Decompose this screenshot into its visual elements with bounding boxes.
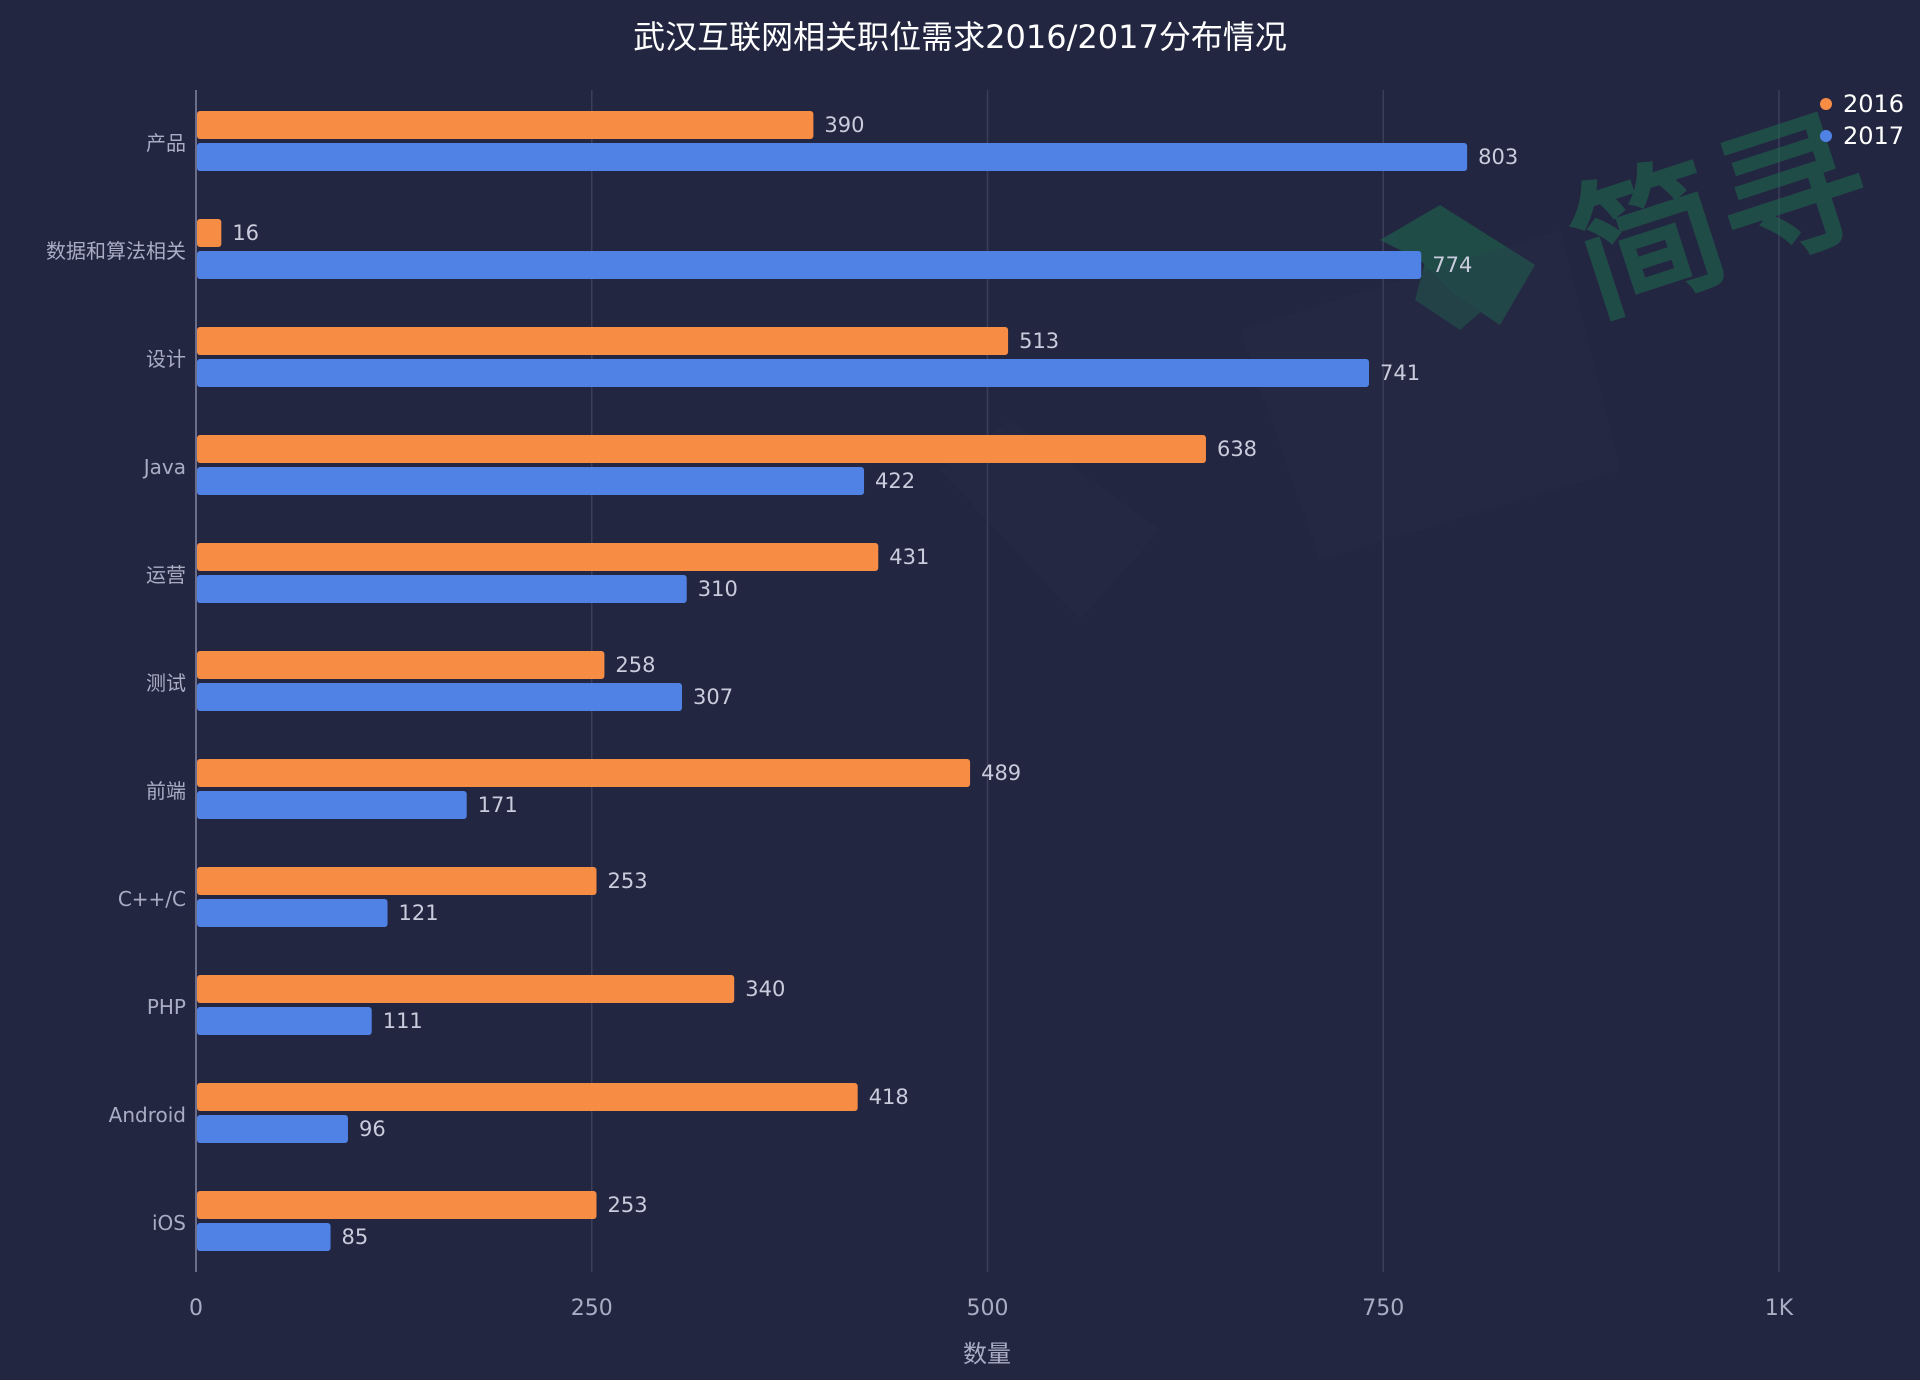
category-label: 测试 — [146, 671, 186, 695]
bar-2017 — [197, 1115, 348, 1143]
category-label: C++/C — [118, 887, 186, 911]
bar-2016 — [197, 111, 814, 139]
bar-2017 — [197, 1223, 331, 1251]
data-label: 258 — [615, 653, 655, 677]
data-label: 253 — [607, 869, 647, 893]
data-label: 638 — [1217, 437, 1257, 461]
data-label: 422 — [875, 469, 915, 493]
bar-2017 — [197, 1007, 372, 1035]
category-label: 数据和算法相关 — [46, 239, 186, 263]
bar-2016 — [197, 651, 605, 679]
data-label: 513 — [1019, 329, 1059, 353]
watermark-ghost — [940, 230, 1620, 620]
bar-2017 — [197, 575, 687, 603]
x-tick-label: 500 — [967, 1296, 1009, 1321]
bar-2016 — [197, 867, 597, 895]
category-label: Android — [109, 1103, 186, 1127]
bar-2017 — [197, 467, 865, 495]
data-label: 307 — [693, 685, 733, 709]
legend-marker-2017 — [1820, 130, 1832, 142]
bar-2016 — [197, 219, 222, 247]
watermark-shape — [940, 420, 1160, 620]
category-label: 设计 — [146, 347, 186, 371]
category-label: PHP — [147, 995, 186, 1019]
data-labels: 390 803 16 774 513 741 638 422 431 310 258 307 489 17… — [232, 113, 1518, 1249]
category-label: 产品 — [146, 131, 186, 155]
bar-2017 — [197, 683, 682, 711]
bar-2016 — [197, 759, 971, 787]
data-label: 310 — [698, 577, 738, 601]
data-label: 390 — [824, 113, 864, 137]
data-label: 431 — [889, 545, 929, 569]
bar-2017 — [197, 359, 1370, 387]
watermark-shape — [1415, 205, 1535, 330]
x-tick-labels: 0 250 500 750 1K — [189, 1296, 1794, 1321]
legend-label-2016: 2016 — [1843, 90, 1904, 118]
x-axis-title: 数量 — [963, 1340, 1011, 1368]
category-label: iOS — [152, 1211, 186, 1235]
x-tick-label: 0 — [189, 1296, 203, 1321]
bar-2016 — [197, 1083, 858, 1111]
category-label: Java — [142, 455, 186, 479]
data-label: 418 — [869, 1085, 909, 1109]
data-label: 111 — [383, 1009, 423, 1033]
bar-2017 — [197, 143, 1468, 171]
data-label: 121 — [399, 901, 439, 925]
data-label: 171 — [478, 793, 518, 817]
x-tick-label: 750 — [1362, 1296, 1404, 1321]
bar-2016 — [197, 327, 1009, 355]
data-label: 489 — [981, 761, 1021, 785]
bar-2016 — [197, 543, 879, 571]
bar-2017 — [197, 791, 467, 819]
legend-label-2017: 2017 — [1843, 122, 1904, 150]
legend: 2016 2017 — [1820, 90, 1904, 150]
chart-title: 武汉互联网相关职位需求2016/2017分布情况 — [633, 18, 1287, 56]
legend-marker-2016 — [1820, 98, 1832, 110]
data-label: 803 — [1478, 145, 1518, 169]
bars — [197, 111, 1468, 1251]
category-label: 运营 — [146, 563, 186, 587]
data-label: 774 — [1432, 253, 1472, 277]
bar-2016 — [197, 435, 1206, 463]
bar-2016 — [197, 1191, 597, 1219]
data-label: 85 — [342, 1225, 369, 1249]
x-tick-label: 1K — [1765, 1296, 1794, 1321]
bar-2016 — [197, 975, 735, 1003]
data-label: 340 — [745, 977, 785, 1001]
x-tick-label: 250 — [571, 1296, 613, 1321]
category-label: 前端 — [146, 779, 186, 803]
bar-2017 — [197, 899, 388, 927]
data-label: 741 — [1380, 361, 1420, 385]
watermark-shape — [1240, 230, 1620, 560]
data-label: 16 — [232, 221, 259, 245]
gridlines — [195, 90, 1780, 1272]
data-label: 253 — [607, 1193, 647, 1217]
watermark-text: 简寻 — [1551, 89, 1890, 347]
data-label: 96 — [359, 1117, 386, 1141]
bar-2017 — [197, 251, 1422, 279]
watermark-shape — [1380, 205, 1535, 325]
